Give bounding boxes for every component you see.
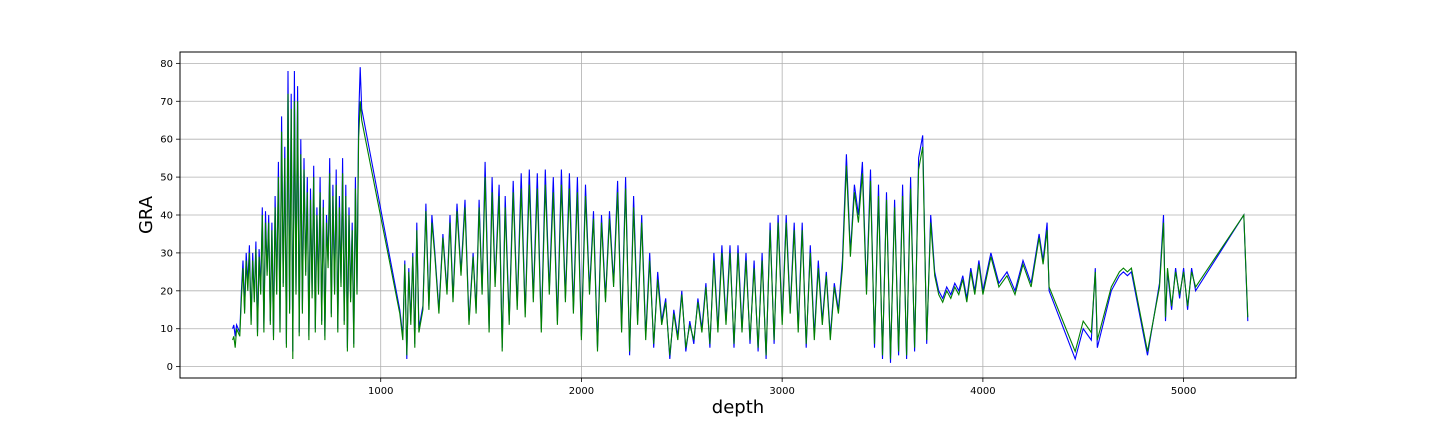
y-axis-label: GRA <box>136 195 157 234</box>
y-tick-label: 20 <box>160 286 173 297</box>
y-tick-label: 30 <box>160 248 173 259</box>
y-tick-label: 40 <box>160 211 173 222</box>
x-axis-label: depth <box>712 397 764 418</box>
y-tick-label: 70 <box>160 97 173 108</box>
x-tick-label: 5000 <box>1171 386 1196 397</box>
y-tick-label: 10 <box>160 324 173 335</box>
x-tick-label: 2000 <box>569 386 594 397</box>
plot-area <box>232 67 1249 363</box>
y-tick-label: 0 <box>167 362 173 373</box>
y-tick-label: 80 <box>160 59 173 70</box>
x-tick-label: 3000 <box>769 386 794 397</box>
x-tick-label: 4000 <box>970 386 995 397</box>
x-tick-label: 1000 <box>368 386 393 397</box>
x-axis-ticks: 1000 2000 3000 4000 5000 <box>368 378 1196 397</box>
series-line-2 <box>232 93 1249 360</box>
y-tick-label: 60 <box>160 135 173 146</box>
y-axis-ticks: 0 10 20 30 40 50 60 70 80 <box>160 59 180 373</box>
y-tick-label: 50 <box>160 173 173 184</box>
